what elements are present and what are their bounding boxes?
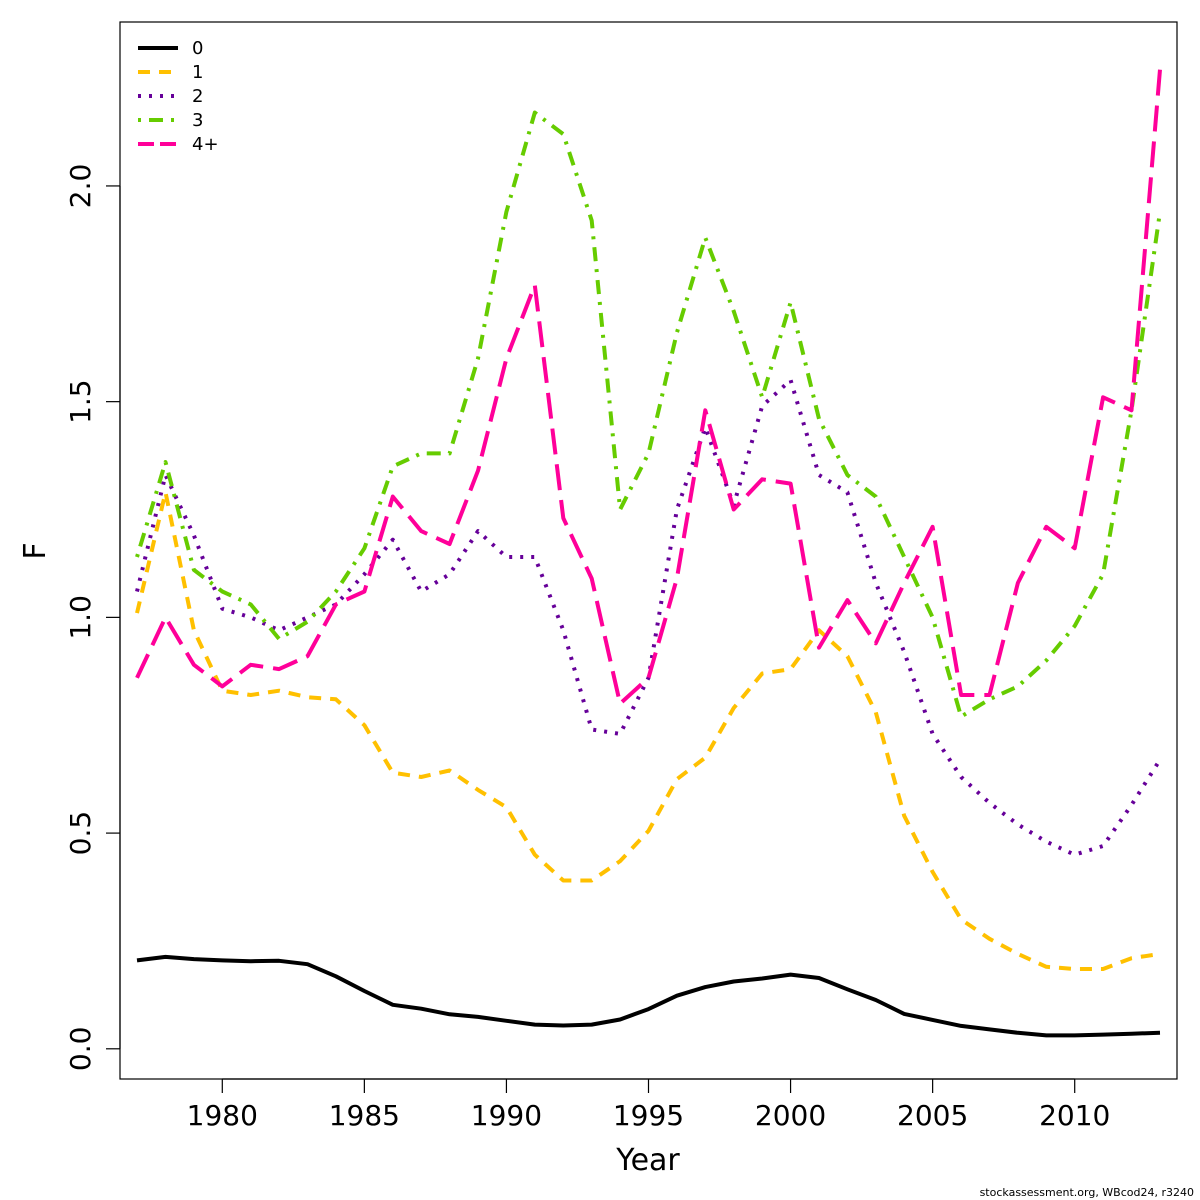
y-tick-label: 0.0 bbox=[64, 1027, 97, 1072]
y-tick-label: 1.0 bbox=[64, 595, 97, 640]
legend-label: 2 bbox=[192, 86, 203, 107]
x-tick-label: 1995 bbox=[613, 1099, 684, 1132]
y-tick-label: 0.5 bbox=[64, 811, 97, 856]
footer-credit: stockassessment.org, WBcod24, r3240 bbox=[980, 1186, 1194, 1199]
y-tick-label: 1.5 bbox=[64, 379, 97, 424]
series-layer bbox=[135, 69, 1162, 1038]
x-axis: 1980 1985 1990 1995 2000 2005 2010 bbox=[187, 1078, 1110, 1132]
y-axis: 0.0 0.5 1.0 1.5 2.0 bbox=[64, 164, 121, 1072]
x-tick-label: 2005 bbox=[897, 1099, 968, 1132]
series-line-4 bbox=[135, 69, 1162, 706]
series-line-0 bbox=[136, 954, 1161, 1038]
legend-label: 3 bbox=[192, 110, 203, 131]
y-axis-title: F bbox=[18, 542, 53, 559]
y-tick-label: 2.0 bbox=[64, 164, 97, 209]
x-tick-label: 1990 bbox=[471, 1099, 542, 1132]
x-tick-label: 1980 bbox=[187, 1099, 258, 1132]
legend-label: 1 bbox=[192, 62, 203, 83]
plot-frame bbox=[119, 21, 1178, 1080]
legend-label: 0 bbox=[192, 38, 203, 59]
x-tick-label: 2000 bbox=[755, 1099, 826, 1132]
x-tick-label: 2010 bbox=[1039, 1099, 1110, 1132]
x-axis-title: Year bbox=[615, 1143, 680, 1178]
series-line-2 bbox=[135, 378, 1162, 857]
legend-label: 4+ bbox=[192, 134, 219, 155]
x-tick-label: 1985 bbox=[329, 1099, 400, 1132]
series-line-1 bbox=[135, 490, 1161, 971]
legend: 0 1 2 3 4+ bbox=[138, 38, 219, 155]
